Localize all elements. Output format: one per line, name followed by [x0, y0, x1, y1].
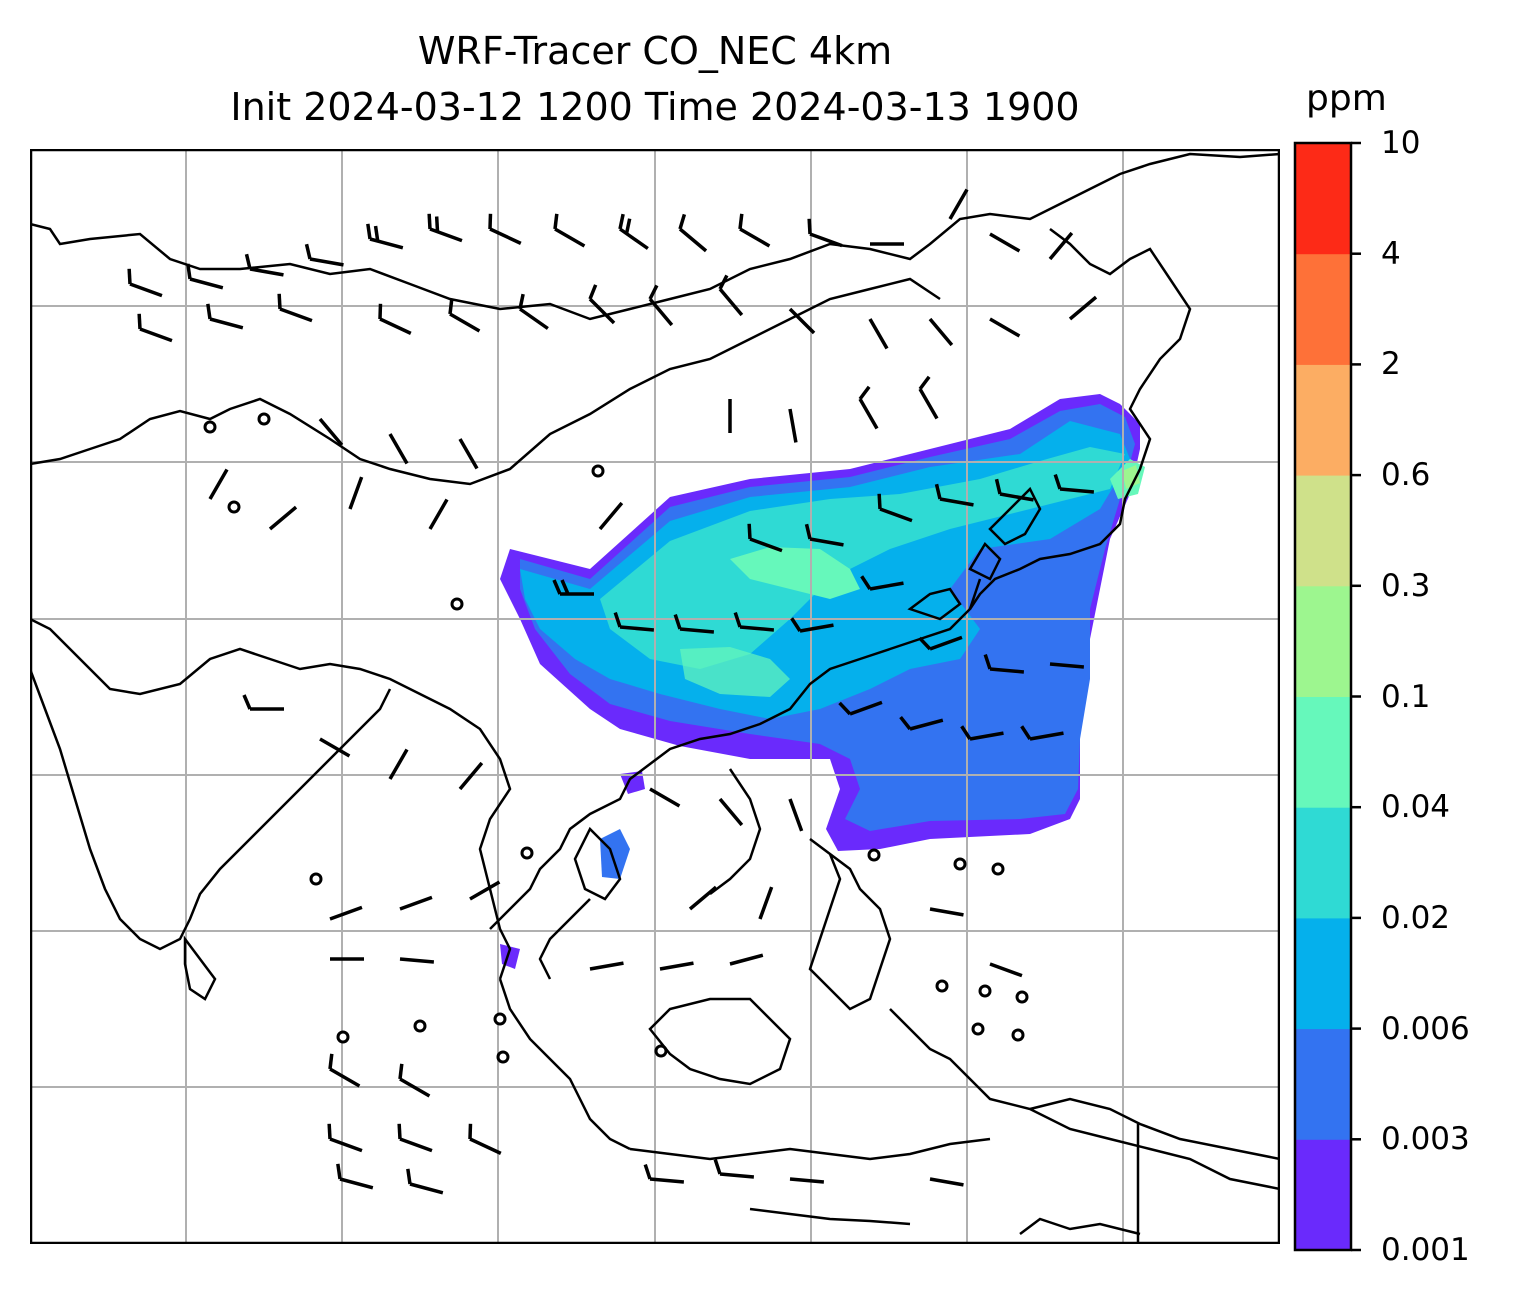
- colorbar-segment: [1295, 696, 1351, 808]
- colorbar: [1293, 141, 1361, 1252]
- colorbar-segment: [1295, 807, 1351, 919]
- plume-level-004c: [680, 647, 790, 697]
- wind-barbs: [127, 188, 1098, 1195]
- colorbar-tick-label: 4: [1381, 235, 1401, 272]
- colorbar-tick-label: 0.001: [1381, 1232, 1470, 1268]
- colorbar-segment: [1295, 585, 1351, 697]
- colorbar-tick-label: 10: [1381, 125, 1421, 161]
- colorbar-segment: [1295, 1139, 1351, 1251]
- colorbar-unit: ppm: [1306, 78, 1387, 119]
- gridlines: [30, 149, 1280, 1244]
- map-border: [29, 148, 1281, 1245]
- colorbar-tick-label: 0.3: [1381, 567, 1431, 604]
- colorbar-tick-label: 0.003: [1381, 1121, 1470, 1158]
- colorbar-tick-label: 2: [1381, 346, 1401, 383]
- colorbar-tick-label: 0.04: [1381, 789, 1451, 826]
- plume-level-01: [1122, 465, 1140, 489]
- coastlines: [30, 152, 1280, 1244]
- colorbar-tick-label: 0.6: [1381, 457, 1431, 494]
- colorbar-segment: [1295, 917, 1351, 1030]
- plume-south-blob: [600, 829, 630, 879]
- calm-circles: [203, 412, 1029, 1064]
- tracer-plume: [500, 394, 1145, 969]
- plume-level-002: [600, 447, 1125, 669]
- colorbar-segment: [1295, 253, 1351, 365]
- title-line-2: Init 2024-03-12 1200 Time 2024-03-13 190…: [230, 85, 1080, 129]
- title-line-1: WRF-Tracer CO_NEC 4km: [417, 29, 893, 73]
- colorbar-tick-label: 0.006: [1381, 1010, 1470, 1047]
- colorbar-segment: [1295, 475, 1351, 587]
- map-panel: [29, 148, 1281, 1245]
- colorbar-segment: [1295, 143, 1351, 255]
- colorbar-segment: [1295, 1028, 1351, 1140]
- colorbar-tick-label: 0.02: [1381, 899, 1451, 936]
- colorbar-tick-label: 0.1: [1381, 678, 1431, 715]
- colorbar-segment: [1295, 364, 1351, 476]
- plume-level-004: [730, 547, 860, 599]
